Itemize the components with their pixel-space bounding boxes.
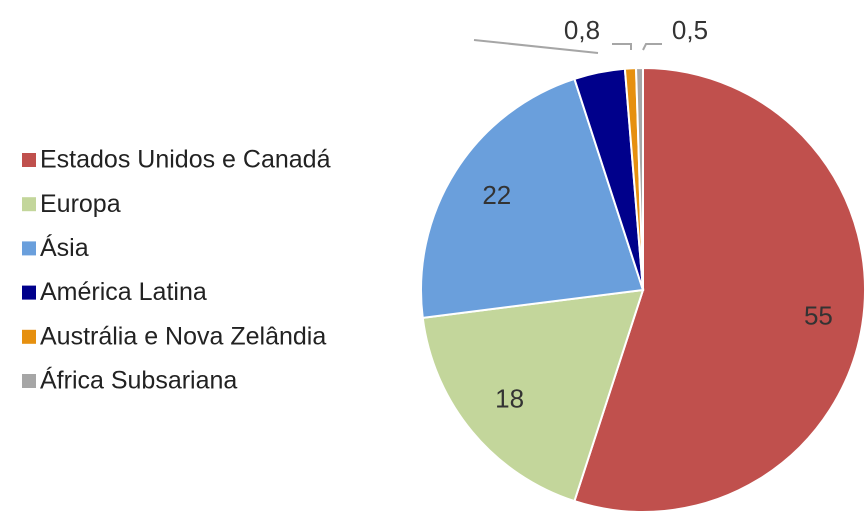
pie-slice (634, 66, 644, 291)
data-label: 18 (495, 383, 524, 413)
legend-swatch (22, 374, 36, 388)
legend-label: Ásia (40, 233, 89, 262)
pie-slice (420, 77, 645, 319)
legend-swatch (22, 153, 36, 167)
data-label: 0,5 (672, 15, 708, 45)
pie-slice (573, 66, 866, 513)
legend-swatch (22, 329, 36, 344)
legend-swatch (22, 197, 36, 212)
legend-swatch (22, 285, 36, 300)
pie-slice (421, 288, 645, 503)
legend-swatch (22, 241, 36, 256)
data-label: 55 (804, 301, 833, 331)
legend-label: Austrália e Nova Zelândia (40, 322, 326, 350)
legend-label: Europa (40, 190, 121, 218)
leader-line (612, 43, 632, 50)
leader-line (642, 43, 662, 51)
leader-line (473, 39, 599, 54)
legend-label: África Subsariana (40, 366, 237, 395)
data-label: 0,8 (564, 15, 600, 45)
legend-label: Estados Unidos e Canadá (40, 146, 331, 174)
legend-label: América Latina (40, 278, 207, 306)
data-label: 22 (482, 180, 511, 210)
